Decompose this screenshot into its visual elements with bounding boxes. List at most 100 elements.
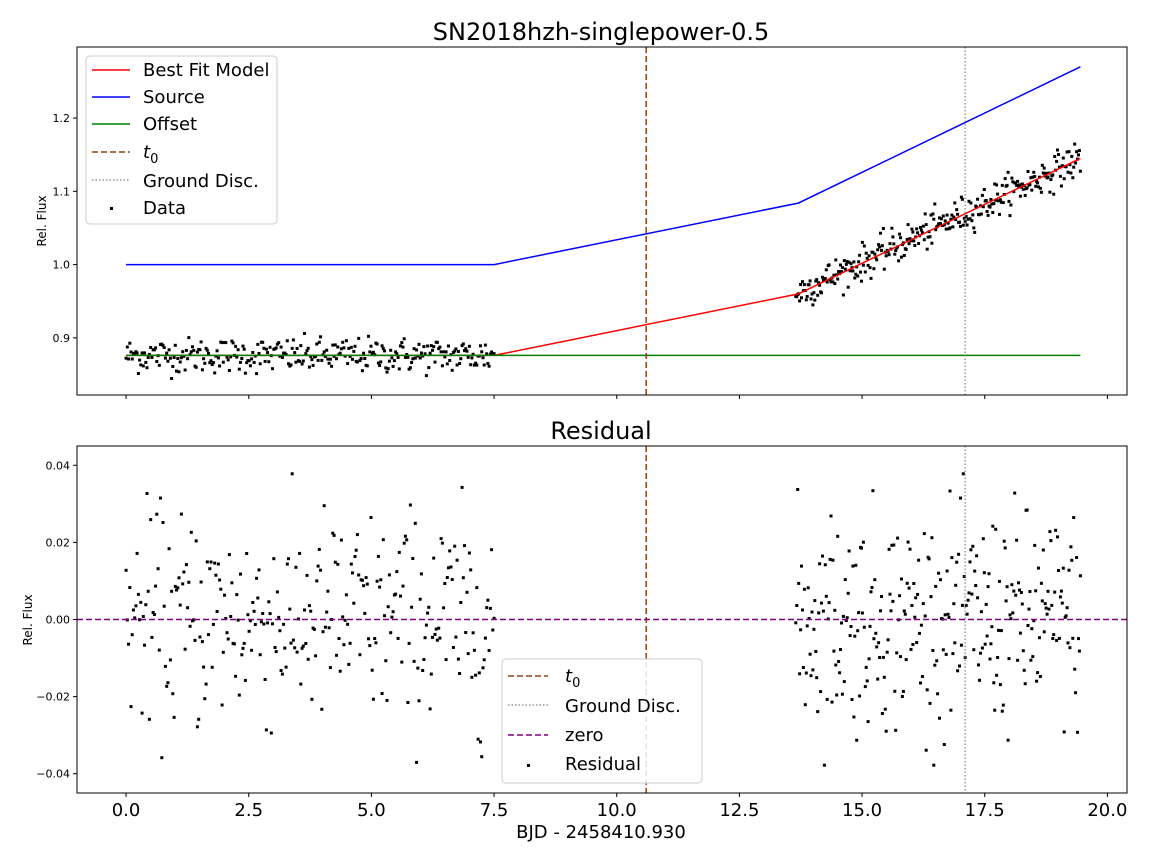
- x-tick-label: 7.5: [480, 800, 509, 821]
- residual-point: [910, 604, 914, 607]
- residual-point: [918, 631, 921, 635]
- data-point: [831, 280, 835, 284]
- data-point: [417, 342, 421, 346]
- residual-point: [1000, 709, 1004, 713]
- residual-point: [326, 589, 330, 593]
- data-point: [860, 279, 863, 283]
- residual-point: [314, 654, 318, 658]
- residual-point: [445, 576, 449, 579]
- data-point: [1026, 170, 1030, 173]
- residual-point: [926, 555, 930, 559]
- residual-point: [443, 582, 447, 585]
- y-tick-label: 0.9: [53, 332, 71, 345]
- data-point: [880, 248, 883, 252]
- data-point: [274, 346, 278, 350]
- data-point: [175, 369, 178, 373]
- data-point: [458, 362, 462, 365]
- residual-point: [835, 693, 839, 697]
- residual-point: [915, 641, 919, 644]
- data-point: [448, 359, 452, 362]
- residual-point: [922, 532, 926, 536]
- data-point: [944, 227, 948, 231]
- x-tick-label: 12.5: [719, 800, 759, 821]
- data-point: [135, 351, 139, 355]
- residual-point: [805, 624, 809, 628]
- residual-point: [919, 623, 923, 627]
- data-point: [483, 343, 487, 347]
- data-point: [371, 350, 375, 354]
- residual-point: [230, 581, 234, 585]
- data-point: [396, 356, 400, 359]
- bottom-panel: Residual Rel. Flux −0.04−0.020.000.020.0…: [21, 417, 1128, 843]
- residual-point: [437, 626, 441, 630]
- data-point: [955, 208, 959, 212]
- residual-point: [886, 638, 890, 642]
- data-point: [1070, 154, 1074, 158]
- data-point: [948, 226, 952, 230]
- residual-point: [797, 581, 801, 585]
- data-point: [808, 279, 812, 283]
- residual-point: [298, 551, 302, 555]
- residual-point: [194, 539, 198, 543]
- legend-t0-label: t0: [143, 142, 158, 167]
- data-point: [130, 357, 134, 361]
- residual-point: [423, 636, 427, 640]
- data-point: [240, 357, 244, 360]
- residual-point: [485, 606, 489, 610]
- residual-point: [341, 615, 345, 619]
- residual-point: [1066, 641, 1070, 645]
- data-point: [969, 201, 973, 205]
- data-point: [213, 371, 217, 375]
- data-point: [1041, 171, 1045, 175]
- residual-point: [802, 587, 806, 591]
- residual-point: [901, 689, 905, 693]
- data-point: [846, 285, 850, 289]
- residual-point: [285, 562, 289, 566]
- residual-point: [953, 641, 957, 645]
- data-point: [967, 199, 971, 203]
- data-point: [149, 346, 153, 349]
- data-point: [387, 359, 391, 363]
- residual-point: [271, 622, 274, 626]
- residual-point: [235, 593, 239, 597]
- data-point: [1061, 156, 1065, 160]
- residual-point: [444, 658, 448, 662]
- data-point: [161, 344, 165, 348]
- data-point: [879, 231, 882, 235]
- data-point: [855, 265, 859, 269]
- residual-point: [937, 571, 941, 575]
- data-point: [1044, 171, 1048, 175]
- y-tick-label: −0.04: [36, 768, 70, 781]
- residual-point: [818, 562, 822, 566]
- data-point: [178, 360, 182, 364]
- residual-point: [406, 701, 410, 704]
- data-point: [1000, 183, 1004, 187]
- residual-point: [448, 549, 452, 553]
- residual-point: [369, 516, 373, 519]
- data-point: [1046, 175, 1050, 179]
- data-point: [923, 212, 927, 216]
- data-point: [124, 356, 128, 360]
- data-point: [475, 363, 479, 367]
- data-point: [817, 281, 821, 285]
- data-point: [423, 352, 427, 356]
- residual-point: [456, 657, 460, 661]
- data-point: [390, 356, 394, 360]
- legend-best-fit-label: Best Fit Model: [143, 60, 269, 81]
- residual-point: [459, 601, 463, 604]
- residual-point: [959, 496, 962, 500]
- residual-point: [310, 697, 314, 701]
- residual-point: [355, 533, 359, 537]
- legend-offset-label: Offset: [143, 114, 197, 135]
- data-point: [389, 348, 393, 352]
- residual-point: [988, 657, 992, 661]
- data-point: [906, 223, 910, 227]
- data-point: [199, 340, 203, 344]
- residual-point: [211, 622, 215, 626]
- data-point: [1072, 165, 1076, 169]
- residual-point: [834, 663, 838, 667]
- data-point: [204, 346, 208, 350]
- data-point: [807, 283, 811, 287]
- residual-point: [872, 637, 876, 641]
- data-point: [155, 360, 159, 363]
